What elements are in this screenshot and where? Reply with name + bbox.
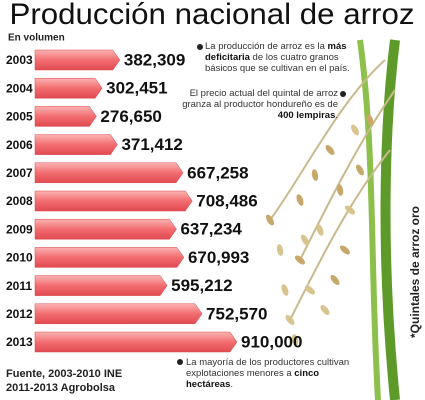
grain [296, 194, 304, 206]
grain [325, 145, 335, 155]
annotation-text: . [335, 110, 338, 121]
y-tick-label: 2009 [6, 222, 33, 236]
y-tick-label: 2013 [6, 335, 33, 349]
y-tick-label: 2010 [6, 251, 33, 265]
annotation-text: más deficitaria [205, 41, 347, 63]
grain [356, 164, 364, 176]
value-label: 752,570 [206, 304, 267, 323]
y-tick-label: 2011 [6, 279, 32, 293]
annotation-text: cinco hectáreas [186, 368, 320, 390]
annotation-text: de los cuatro granos básicos que se cult… [205, 52, 350, 74]
bullet [197, 44, 203, 50]
bar [34, 77, 103, 99]
value-label: 708,486 [196, 191, 257, 210]
annotation: El precio actual del quintal de arroz gr… [180, 88, 338, 121]
grain [366, 114, 374, 126]
bar [34, 106, 97, 127]
source: Fuente, 2003-2010 INE [6, 368, 123, 380]
value-label: 276,650 [100, 107, 161, 126]
grain [281, 284, 289, 296]
bullet [177, 359, 183, 365]
value-label: 667,258 [187, 163, 248, 182]
rice-plant [269, 39, 400, 400]
grain [330, 275, 340, 285]
value-label: 670,993 [188, 248, 249, 267]
annotation-text: . [230, 379, 234, 390]
y-tick-label: 2004 [6, 81, 33, 95]
source: 2011-2013 Agrobolsa [6, 382, 116, 394]
value-label: 371,412 [121, 135, 182, 154]
value-label: 910,000 [241, 332, 302, 351]
grain [285, 315, 295, 325]
grain [276, 244, 284, 256]
bar [34, 275, 168, 296]
bar [34, 218, 177, 240]
annotation-text: 400 lempiras [277, 110, 336, 121]
bullet [340, 91, 346, 97]
grain [320, 305, 330, 315]
grain [301, 234, 309, 246]
rice-grains [266, 114, 374, 346]
grain [336, 184, 344, 196]
grain [351, 124, 359, 136]
bar [34, 49, 121, 71]
subtitle: En volumen [8, 33, 65, 44]
annotation-text: La mayoría de los productores cultivan e… [186, 357, 350, 379]
grain [340, 245, 350, 255]
chart-title: Producción nacional de arroz [10, 0, 415, 31]
y-tick-label: 2008 [6, 194, 33, 208]
value-label: 595,212 [171, 276, 232, 295]
unit-label: *Quintales de arroz oro [408, 206, 422, 338]
annotation-text: La producción de arroz es la [205, 41, 328, 52]
grain [295, 255, 305, 265]
bar [34, 134, 118, 155]
bar [34, 303, 203, 325]
annotation: La producción de arroz es la más deficit… [205, 41, 370, 74]
bar [34, 162, 184, 184]
bar [34, 247, 185, 268]
annotation-text: El precio actual del quintal de arroz gr… [182, 88, 338, 110]
y-tick-label: 2003 [6, 53, 33, 67]
bar [34, 190, 193, 212]
annotation: La mayoría de los productores cultivan e… [186, 357, 356, 390]
y-tick-label: 2005 [6, 110, 33, 124]
grain [345, 205, 355, 215]
value-label: 302,451 [106, 79, 167, 98]
y-tick-label: 2006 [6, 138, 33, 152]
bar [34, 331, 238, 353]
value-label: 637,234 [180, 220, 242, 239]
grain [316, 224, 324, 236]
y-tick-label: 2012 [6, 307, 33, 321]
grain [311, 169, 319, 181]
grain [291, 334, 299, 346]
value-label: 382,309 [124, 50, 185, 69]
grain [305, 285, 315, 295]
grain [266, 214, 274, 226]
y-tick-label: 2007 [6, 166, 33, 180]
